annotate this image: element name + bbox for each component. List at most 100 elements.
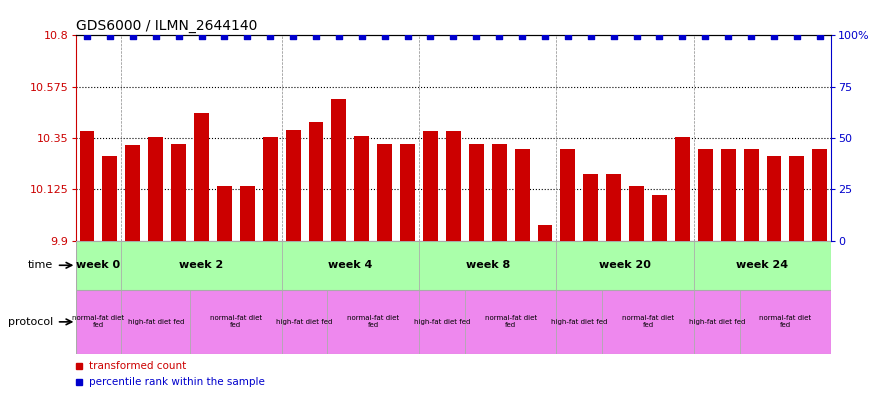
Bar xyxy=(602,290,693,354)
Bar xyxy=(419,241,557,290)
Bar xyxy=(80,131,94,241)
Point xyxy=(698,33,712,40)
Point xyxy=(676,33,690,40)
Point xyxy=(378,33,392,40)
Point xyxy=(423,33,437,40)
Text: high-fat diet fed: high-fat diet fed xyxy=(127,319,184,325)
Text: high-fat diet fed: high-fat diet fed xyxy=(276,319,332,325)
Text: protocol: protocol xyxy=(8,317,53,327)
Text: week 8: week 8 xyxy=(466,260,510,270)
Bar xyxy=(308,122,324,241)
Point xyxy=(744,33,758,40)
Bar xyxy=(285,130,300,241)
Bar xyxy=(515,149,530,241)
Bar xyxy=(194,113,209,241)
Bar xyxy=(423,131,438,241)
Point xyxy=(538,33,552,40)
Point xyxy=(103,33,117,40)
Point xyxy=(355,33,369,40)
Bar xyxy=(122,290,190,354)
Bar xyxy=(721,149,735,241)
Text: normal-fat diet
fed: normal-fat diet fed xyxy=(348,315,399,329)
Text: week 2: week 2 xyxy=(180,260,224,270)
Bar xyxy=(557,290,602,354)
Text: transformed count: transformed count xyxy=(89,361,187,371)
Text: normal-fat diet
fed: normal-fat diet fed xyxy=(72,315,124,329)
Bar xyxy=(465,290,557,354)
Bar xyxy=(675,137,690,241)
Bar xyxy=(698,149,713,241)
Point xyxy=(400,33,414,40)
Bar xyxy=(606,174,621,241)
Point xyxy=(240,33,254,40)
Point xyxy=(332,33,346,40)
Bar xyxy=(76,290,122,354)
Text: normal-fat diet
fed: normal-fat diet fed xyxy=(485,315,537,329)
Point xyxy=(217,33,231,40)
Text: week 0: week 0 xyxy=(76,260,121,270)
Text: week 4: week 4 xyxy=(328,260,372,270)
Point xyxy=(148,33,163,40)
Bar xyxy=(377,144,392,241)
Text: high-fat diet fed: high-fat diet fed xyxy=(413,319,470,325)
Point xyxy=(172,33,186,40)
Bar xyxy=(282,241,419,290)
Point xyxy=(469,33,484,40)
Bar xyxy=(557,241,693,290)
Bar xyxy=(148,137,164,241)
Bar xyxy=(693,290,740,354)
Point xyxy=(584,33,598,40)
Point xyxy=(813,33,827,40)
Bar xyxy=(446,131,461,241)
Point xyxy=(308,33,323,40)
Bar xyxy=(400,144,415,241)
Bar xyxy=(419,290,465,354)
Bar xyxy=(469,144,484,241)
Bar xyxy=(122,241,282,290)
Point xyxy=(767,33,781,40)
Point xyxy=(629,33,644,40)
Point xyxy=(789,33,804,40)
Text: week 24: week 24 xyxy=(736,260,789,270)
Text: percentile rank within the sample: percentile rank within the sample xyxy=(89,377,265,387)
Bar xyxy=(492,144,507,241)
Bar xyxy=(652,195,667,241)
Text: normal-fat diet
fed: normal-fat diet fed xyxy=(759,315,812,329)
Bar xyxy=(217,186,232,241)
Point xyxy=(263,33,277,40)
Bar xyxy=(693,241,831,290)
Point xyxy=(653,33,667,40)
Point xyxy=(80,33,94,40)
Text: GDS6000 / ILMN_2644140: GDS6000 / ILMN_2644140 xyxy=(76,19,257,33)
Bar xyxy=(282,290,327,354)
Bar xyxy=(355,136,369,241)
Bar xyxy=(629,186,644,241)
Point xyxy=(195,33,209,40)
Text: high-fat diet fed: high-fat diet fed xyxy=(551,319,607,325)
Bar xyxy=(263,137,277,241)
Bar xyxy=(76,241,122,290)
Point xyxy=(493,33,507,40)
Bar xyxy=(190,290,282,354)
Point xyxy=(606,33,621,40)
Text: normal-fat diet
fed: normal-fat diet fed xyxy=(210,315,262,329)
Point xyxy=(721,33,735,40)
Bar xyxy=(740,290,831,354)
Bar xyxy=(789,156,805,241)
Text: high-fat diet fed: high-fat diet fed xyxy=(689,319,745,325)
Point xyxy=(446,33,461,40)
Bar xyxy=(766,156,781,241)
Point xyxy=(286,33,300,40)
Bar xyxy=(743,149,758,241)
Bar xyxy=(125,145,140,241)
Bar xyxy=(538,224,552,241)
Bar xyxy=(583,174,598,241)
Bar xyxy=(332,99,347,241)
Bar xyxy=(560,149,575,241)
Point xyxy=(125,33,140,40)
Point xyxy=(561,33,575,40)
Bar xyxy=(813,149,827,241)
Point xyxy=(515,33,529,40)
Text: time: time xyxy=(28,260,53,270)
Bar xyxy=(240,186,255,241)
